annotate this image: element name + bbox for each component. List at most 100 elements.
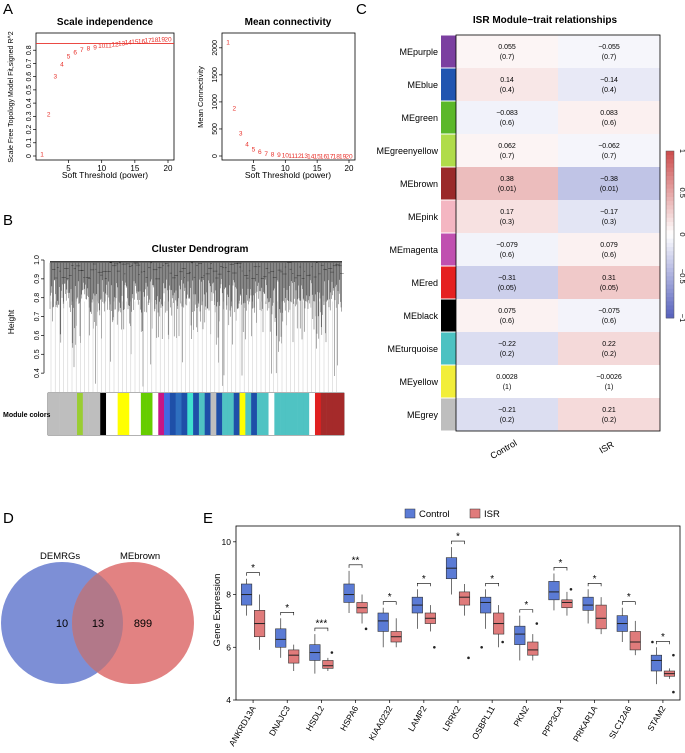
heatmap-row-label: MEmagenta — [389, 245, 438, 255]
a1-xtick-label: 20 — [164, 164, 173, 173]
colorbar-step — [666, 217, 674, 223]
a1-point: 5 — [67, 54, 71, 61]
sig-stars: * — [661, 632, 665, 643]
sig-bracket — [519, 609, 534, 613]
colorbar-step — [666, 288, 674, 294]
colorbar-step — [666, 242, 674, 248]
module-color-segment — [309, 393, 316, 435]
module-color-segment — [140, 393, 147, 435]
venn-count-demrgs-only: 10 — [56, 618, 68, 630]
heatmap-cell — [456, 68, 558, 101]
module-color-segment — [169, 393, 176, 435]
a2-point: 5 — [252, 146, 256, 153]
heatmap-row-label: MEyellow — [399, 377, 438, 387]
module-color-segment — [175, 393, 182, 435]
e-xtick-label: KIAA0232 — [367, 704, 395, 742]
heatmap-cell-pvalue: (0.4) — [602, 87, 616, 94]
colorbar-step — [666, 263, 674, 269]
heatmap-cell-value: 0.062 — [498, 143, 516, 150]
heatmap-cell-value: −0.38 — [600, 176, 618, 183]
module-color-segment — [216, 393, 223, 435]
module-swatch — [441, 200, 456, 233]
heatmap-cell — [558, 233, 660, 266]
colorbar-step — [666, 305, 674, 311]
module-color-segment — [210, 393, 217, 435]
module-color-segment — [198, 393, 205, 435]
heatmap-cell-value: 0.079 — [600, 242, 618, 249]
module-color-segment — [338, 393, 345, 435]
heatmap-cell-value: 0.38 — [500, 176, 514, 183]
legend-swatch-isr — [469, 508, 481, 519]
a1-point: 18 — [151, 37, 159, 44]
box-outlier — [672, 653, 675, 657]
module-color-segment — [181, 393, 188, 435]
heatmap-row-label: MEturquoise — [387, 344, 438, 354]
heatmap-row-label: MEpurple — [399, 47, 438, 57]
module-color-segment — [239, 393, 246, 435]
colorbar-step — [666, 163, 674, 169]
heatmap-cell-value: −0.22 — [498, 341, 516, 348]
b-ytick-label: 0.9 — [34, 274, 41, 284]
heatmap-cell — [456, 35, 558, 68]
heatmap-cell-pvalue: (0.6) — [602, 120, 616, 127]
a1-point: 1 — [40, 151, 44, 158]
module-color-segment — [314, 393, 322, 435]
module-color-segment — [71, 393, 78, 435]
a1-frame — [35, 32, 175, 161]
colorbar-step — [666, 292, 674, 298]
sig-stars: * — [524, 600, 528, 611]
module-color-segment — [94, 393, 101, 435]
module-swatch — [441, 68, 456, 101]
colorbar-step — [666, 272, 674, 277]
dendrogram-leaves — [50, 301, 337, 392]
colorbar-tick-label: 1 — [678, 149, 685, 153]
b-ytick-label: 1.0 — [34, 255, 41, 265]
a2-xtick-label: 20 — [345, 164, 354, 173]
a2-point: 19 — [339, 154, 347, 161]
dendrogram-branches — [49, 261, 344, 387]
panel-label-a: A — [3, 1, 13, 18]
a1-ytick-label: 0.4 — [26, 98, 33, 108]
heatmap-cell-pvalue: (0.7) — [500, 153, 514, 160]
box-body — [561, 599, 573, 609]
e-xtick-label: PKN2 — [511, 704, 531, 728]
a2-point: 1 — [226, 39, 230, 46]
module-color-segment — [53, 393, 60, 435]
e-ytick-label: 8 — [226, 590, 231, 600]
heatmap-cell-pvalue: (0.6) — [500, 318, 514, 325]
a1-point: 19 — [158, 36, 166, 43]
module-color-segment — [152, 393, 159, 435]
e-ytick-label: 10 — [222, 537, 232, 547]
box-body — [548, 581, 560, 601]
module-color-segment — [88, 393, 95, 435]
module-color-segment — [100, 393, 107, 435]
module-swatch — [441, 398, 456, 431]
colorbar-tick-label: −1 — [678, 314, 685, 323]
heatmap-row-label: MEgreenyellow — [376, 146, 438, 156]
a2-ytick-label: 500 — [212, 123, 219, 135]
box-outlier — [501, 640, 504, 644]
a1-point: 11 — [105, 42, 112, 49]
colorbar-step — [666, 297, 674, 302]
a2-point: 3 — [239, 131, 243, 138]
module-color-segment — [117, 393, 124, 435]
sig-bracket — [553, 567, 568, 571]
sig-stars: * — [593, 574, 597, 585]
panel-label-b: B — [3, 212, 13, 229]
colorbar-step — [666, 276, 674, 281]
module-swatch — [441, 167, 456, 200]
colorbar-step — [666, 213, 674, 219]
sig-stars: *** — [316, 619, 328, 630]
module-color-segment — [233, 393, 240, 435]
sig-stars: * — [456, 532, 460, 543]
e-xtick-label: HSPA6 — [338, 704, 360, 733]
module-color-segment — [303, 393, 310, 435]
module-color-segment — [326, 393, 333, 435]
sig-bracket — [656, 640, 670, 645]
mean-connectivity-plot: Mean connectivity 5 10 15 20050010001500200… — [196, 17, 356, 180]
box-outlier — [467, 656, 470, 660]
a2-ytick-label: 1000 — [212, 94, 219, 110]
a2-point: 16 — [320, 153, 328, 160]
heatmap-cell-value: −0.17 — [600, 209, 618, 216]
heatmap-row-label: MEblue — [407, 80, 438, 90]
